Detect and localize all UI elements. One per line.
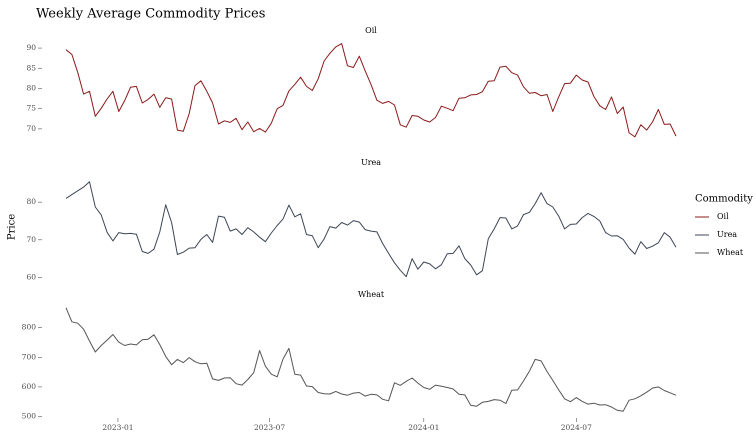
y-tick-label: 90 [26,43,36,52]
chart-title: Weekly Average Commodity Prices [36,7,265,22]
y-tick-label: 70 [26,124,36,133]
facet-strip-label: Oil [365,26,377,35]
legend-title: Commodity [695,194,753,205]
x-tick-label: 2023-07 [254,423,285,432]
facet-urea: Urea 60 70 80 [26,158,677,281]
series-line-urea [65,181,677,278]
y-tick-label: 60 [26,272,36,281]
y-tick-label: 700 [22,352,37,361]
y-tick-label: 75 [26,104,36,113]
series-line-wheat [65,307,677,412]
facet-strip-label: Wheat [358,290,385,299]
legend: Commodity Oil Urea Wheat [695,194,753,257]
facet-oil: Oil 70 75 80 85 90 [26,26,677,138]
x-axis: 2023-01 2023-07 2024-01 2024-07 [102,418,592,432]
y-tick-label: 500 [22,412,37,421]
x-tick-label: 2023-01 [102,423,133,432]
facet-panels: Oil 70 75 80 85 90 Urea 60 70 80 Wheat 500 600 700 800 [22,26,677,421]
legend-label: Oil [717,212,729,221]
y-tick-label: 80 [26,197,36,206]
y-tick-label: 800 [22,323,37,332]
y-tick-label: 80 [26,83,36,92]
y-tick-label: 70 [26,235,36,244]
y-tick-label: 600 [22,382,37,391]
x-tick-label: 2024-07 [561,423,592,432]
y-tick-label: 85 [26,63,36,72]
legend-label: Wheat [717,248,744,257]
series-line-oil [65,43,677,138]
x-tick-label: 2024-01 [408,423,439,432]
y-axis-label: Price [7,214,18,240]
legend-label: Urea [717,230,737,239]
facet-wheat: Wheat 500 600 700 800 [22,290,677,421]
facet-strip-label: Urea [361,158,381,167]
